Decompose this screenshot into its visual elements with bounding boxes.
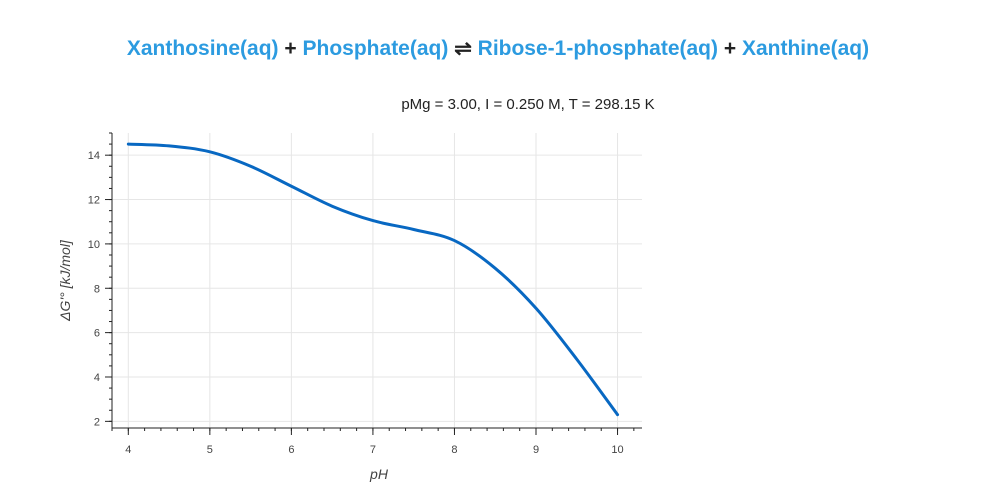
y-tick-label: 10	[88, 239, 100, 251]
y-axis-label: ΔG'° [kJ/mol]	[57, 239, 73, 322]
x-tick-label: 9	[533, 444, 539, 456]
title-equilibrium-arrow: ⇌	[454, 37, 472, 60]
chart-title: Xanthosine(aq) + Phosphate(aq) ⇌ Ribose-…	[0, 36, 996, 61]
x-tick-label: 10	[611, 444, 623, 456]
y-tick-label: 2	[94, 416, 100, 428]
title-product-2: Xanthine(aq)	[741, 37, 870, 60]
title-plus-2: +	[723, 37, 737, 60]
x-tick-label: 5	[207, 444, 213, 456]
axes-layer: 4 5 6 7 8 9 10 2 4 6 8 10 12 14	[88, 132, 642, 456]
y-tick-label: 14	[88, 150, 100, 162]
chart-subtitle: pMg = 3.00, I = 0.250 M, T = 298.15 K	[401, 96, 655, 113]
grid-layer	[112, 133, 642, 428]
y-tick-label: 8	[94, 283, 100, 295]
title-reactant-1: Xanthosine(aq)	[126, 37, 279, 60]
x-tick-label: 6	[288, 444, 294, 456]
series-line	[126, 142, 620, 417]
x-tick-label: 7	[370, 444, 376, 456]
title-plus-1: +	[284, 37, 297, 60]
series-layer	[126, 142, 620, 417]
y-tick-label: 4	[94, 372, 100, 384]
x-tick-label: 8	[451, 444, 457, 456]
title-product-1: Ribose-1-phosphate(aq)	[477, 37, 718, 60]
x-axis-label: pH	[369, 466, 389, 482]
x-tick-label: 4	[125, 444, 131, 456]
y-tick-label: 12	[88, 195, 100, 207]
title-reactant-2: Phosphate(aq)	[302, 37, 449, 60]
y-tick-label: 6	[94, 328, 100, 340]
